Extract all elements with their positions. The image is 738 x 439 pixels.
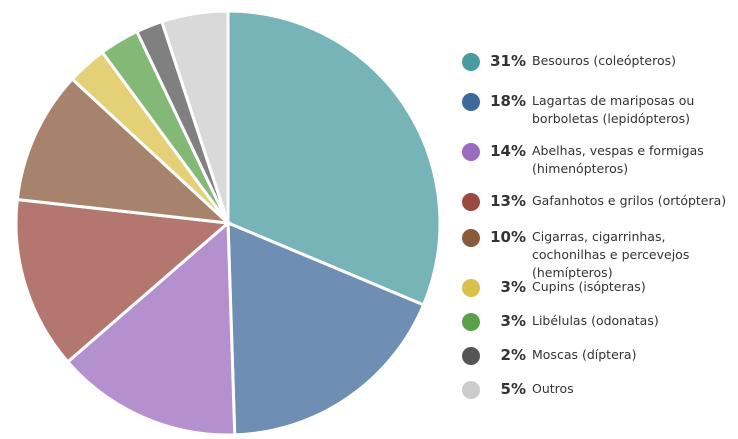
legend-item: 13% Gafanhotos e grilos (ortóptera) [462,192,738,211]
pie-slice [14,197,232,364]
legend-item: 31% Besouros (coleópteros) [462,52,738,71]
legend-item: 3% Cupins (isópteras) [462,278,738,297]
pie-slice [226,9,442,307]
legend-percent: 3% [500,312,526,330]
legend-item: 18% Lagartas de mariposas ou borboletas (… [462,92,738,128]
pie-slice [226,220,426,437]
legend-label: Moscas (díptera) [532,347,637,362]
pie-slice [15,77,233,225]
legend-icon [462,347,480,365]
legend-icon [462,229,480,247]
legend-item: 10% Cigarras, cigarrinhas, cochonilhas e … [462,228,738,282]
pie-slice [65,219,237,437]
pie-slice [159,9,230,224]
legend-item: 3% Libélulas (odonatas) [462,312,738,331]
legend-icon [462,93,480,111]
legend-item: 2% Moscas (díptera) [462,346,738,365]
legend-percent: 3% [500,278,526,296]
legend-icon [462,381,480,399]
legend-icon [462,313,480,331]
legend-label: Besouros (coleópteros) [532,53,676,68]
legend-percent: 31% [490,52,526,70]
legend-icon [462,53,480,71]
legend-percent: 14% [490,142,526,160]
legend-percent: 18% [490,92,526,110]
legend-label: Cupins (isópteras) [532,279,646,294]
legend-item: 14% Abelhas, vespas e formigas (himenópte… [462,142,738,178]
legend-icon [462,279,480,297]
legend-icon [462,143,480,161]
legend-percent: 10% [490,228,526,246]
legend-item: 5% Outros [462,380,738,399]
legend-label: Gafanhotos e grilos (ortóptera) [532,193,727,208]
legend-label: Lagartas de mariposas ou borboletas (lep… [532,93,695,126]
legend-percent: 2% [500,346,526,364]
legend-percent: 5% [500,380,526,398]
legend-label: Abelhas, vespas e formigas (himenópteros… [532,143,704,176]
legend-label: Cigarras, cigarrinhas, cochonilhas e per… [532,229,690,280]
legend-icon [462,193,480,211]
legend-label: Libélulas (odonatas) [532,313,659,328]
legend-label: Outros [532,381,574,396]
legend-percent: 13% [490,192,526,210]
